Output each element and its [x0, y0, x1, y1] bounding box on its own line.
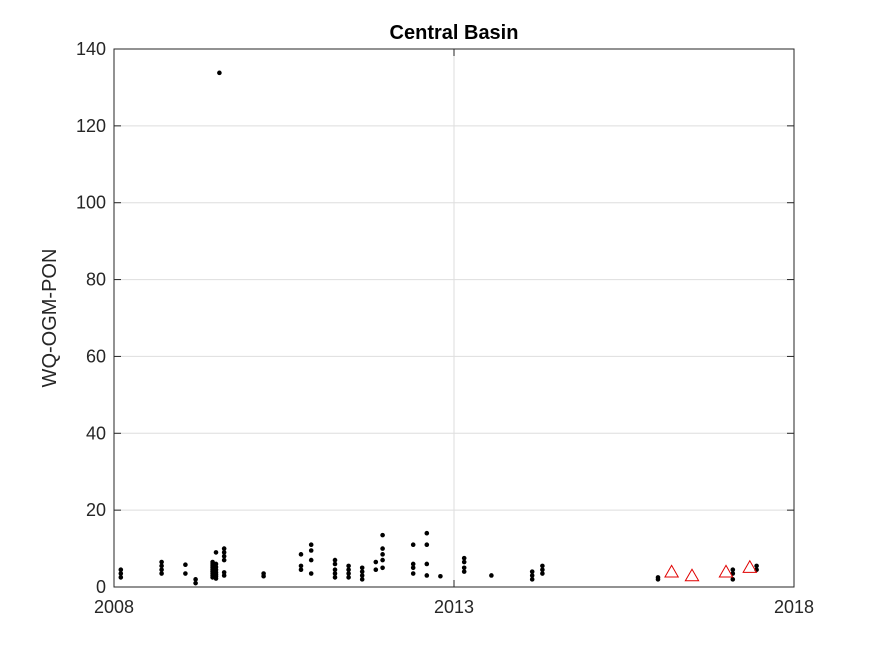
- dot-point: [308, 542, 314, 548]
- dot-point: [380, 557, 385, 563]
- dot-point: [159, 559, 164, 565]
- dot-point: [730, 577, 736, 582]
- x-tick-label: 2013: [434, 597, 474, 617]
- dot-point: [210, 559, 215, 565]
- x-tick-label: 2008: [94, 597, 134, 617]
- dot-point: [213, 550, 219, 555]
- dot-point: [261, 571, 266, 576]
- y-tick-label: 140: [76, 39, 106, 59]
- dot-point: [183, 562, 188, 568]
- dot-point: [298, 552, 304, 557]
- dot-point: [461, 565, 467, 571]
- dot-point: [410, 565, 416, 571]
- dot-point: [221, 546, 227, 551]
- dot-point: [332, 561, 338, 567]
- ticks: 0 20 40 60 80 100 120 140 2008 2013 2018: [76, 39, 814, 617]
- dot-point: [221, 557, 227, 563]
- dot-point: [332, 575, 338, 580]
- dot-point: [540, 567, 545, 573]
- y-tick-label: 120: [76, 116, 106, 136]
- dot-point: [730, 567, 736, 573]
- dot-point: [461, 569, 467, 574]
- dot-point: [193, 580, 198, 586]
- dot-point: [359, 569, 365, 574]
- dot-point: [308, 557, 314, 563]
- y-tick-label: 60: [86, 346, 106, 366]
- dot-point: [424, 573, 430, 578]
- dot-point: [461, 559, 467, 565]
- dot-point: [308, 571, 314, 576]
- dot-point: [754, 563, 759, 569]
- dot-point: [193, 577, 198, 582]
- dot-point: [213, 561, 219, 567]
- dot-point: [159, 567, 164, 573]
- y-tick-label: 0: [96, 577, 106, 597]
- dot-point: [373, 559, 379, 565]
- dot-point: [118, 575, 124, 580]
- dot-point: [489, 573, 494, 578]
- dot-point: [410, 561, 416, 567]
- dot-point: [359, 565, 365, 571]
- dot-point: [221, 553, 227, 559]
- dot-point: [529, 569, 535, 574]
- dot-point: [308, 548, 314, 553]
- dot-point: [346, 563, 351, 569]
- dot-point: [380, 532, 385, 538]
- dot-point: [159, 563, 164, 569]
- dot-point: [221, 550, 227, 555]
- y-tick-label: 100: [76, 193, 106, 213]
- data-points: [118, 70, 759, 586]
- chart-title: Central Basin: [390, 22, 519, 44]
- dot-point: [183, 571, 188, 576]
- dot-point: [529, 577, 535, 582]
- dot-point: [332, 567, 338, 573]
- dot-point: [380, 546, 385, 551]
- dot-point: [159, 571, 164, 576]
- dot-point: [359, 577, 365, 582]
- dot-point: [424, 530, 430, 536]
- y-tick-label: 80: [86, 270, 106, 290]
- dot-point: [540, 571, 545, 576]
- dot-point: [461, 555, 467, 561]
- triangle-point: [684, 568, 700, 582]
- dot-point: [373, 567, 379, 573]
- x-tick-label: 2018: [774, 597, 814, 617]
- dot-point: [380, 552, 385, 557]
- grid: [114, 49, 794, 587]
- dot-point: [380, 565, 385, 571]
- dot-point: [221, 570, 227, 575]
- dot-point: [655, 575, 661, 580]
- dot-point: [540, 563, 545, 569]
- triangle-point: [664, 564, 680, 578]
- dot-point: [529, 573, 535, 578]
- dot-point: [424, 542, 430, 548]
- dot-point: [438, 573, 443, 579]
- triangle-point: [718, 564, 734, 578]
- y-tick-label: 20: [86, 500, 106, 520]
- dot-point: [118, 571, 124, 576]
- dot-point: [217, 70, 222, 76]
- dot-point: [332, 557, 338, 563]
- dot-point: [332, 571, 338, 576]
- dot-point: [359, 573, 365, 578]
- triangle-point: [742, 559, 758, 573]
- dot-point: [346, 567, 351, 573]
- y-tick-label: 40: [86, 423, 106, 443]
- y-axis-label: WQ-OGM-PON: [39, 249, 61, 388]
- dot-point: [346, 571, 351, 576]
- dot-point: [424, 561, 430, 567]
- dot-point: [346, 575, 351, 580]
- dot-point: [410, 542, 416, 548]
- dot-point: [118, 567, 124, 573]
- dot-point: [298, 567, 304, 573]
- dot-point: [410, 571, 416, 576]
- dot-point: [298, 563, 304, 569]
